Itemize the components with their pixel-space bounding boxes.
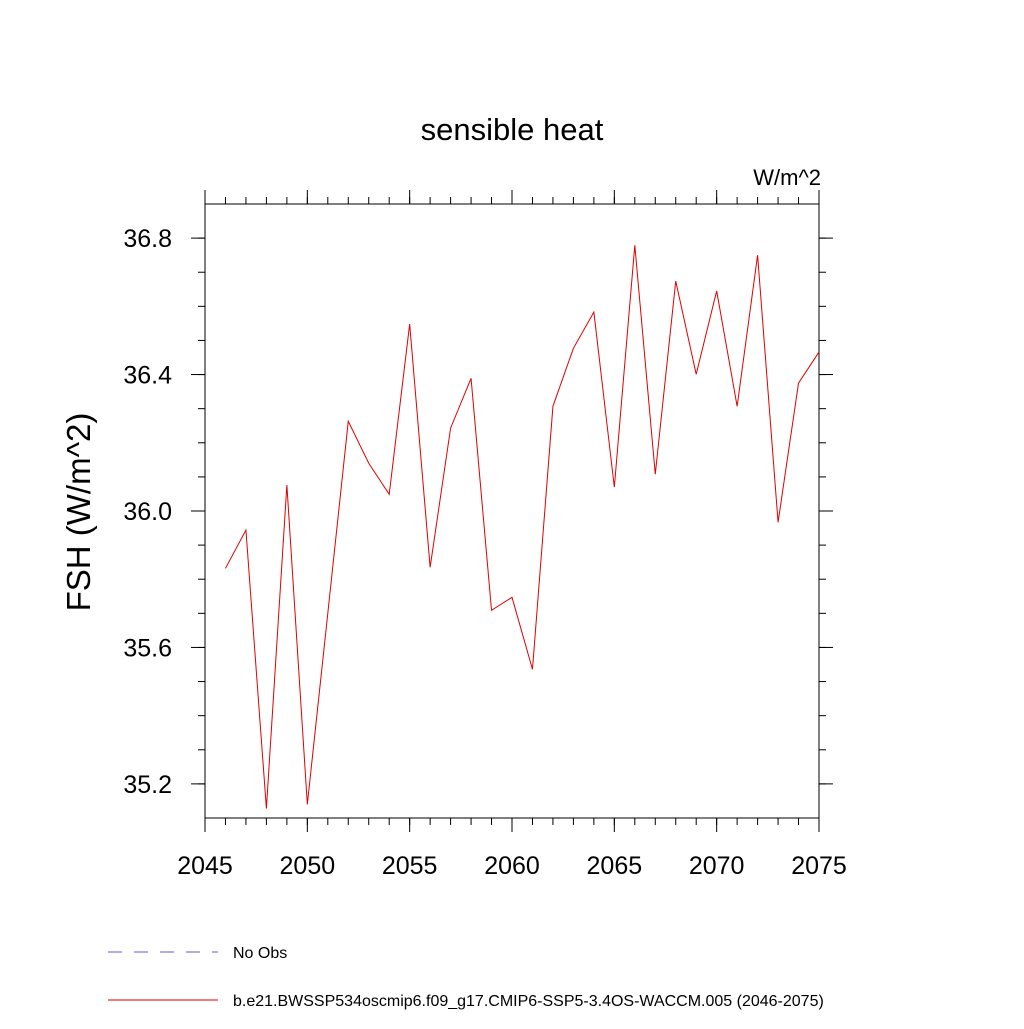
chart-title: sensible heat bbox=[421, 112, 604, 147]
y-tick-label: 35.2 bbox=[123, 771, 172, 799]
x-tick-label: 2065 bbox=[587, 852, 643, 880]
plot-frame bbox=[204, 203, 820, 819]
x-tick-label: 2045 bbox=[177, 852, 233, 880]
legend-label: No Obs bbox=[233, 945, 287, 962]
legend-label: b.e21.BWSSP534oscmip6.f09_g17.CMIP6-SSP5… bbox=[233, 993, 824, 1010]
units-label: W/m^2 bbox=[753, 165, 821, 190]
y-tick-label: 35.6 bbox=[123, 634, 172, 662]
x-tick-label: 2055 bbox=[382, 852, 438, 880]
x-tick-label: 2050 bbox=[280, 852, 336, 880]
x-tick-label: 2060 bbox=[484, 852, 540, 880]
y-tick-label: 36.0 bbox=[123, 498, 172, 526]
x-tick-label: 2075 bbox=[791, 852, 847, 880]
y-tick-label: 36.8 bbox=[123, 225, 172, 253]
y-tick-label: 36.4 bbox=[123, 362, 172, 390]
x-tick-label: 2070 bbox=[689, 852, 745, 880]
y-axis-label: FSH (W/m^2) bbox=[60, 413, 97, 612]
data-line bbox=[225, 245, 820, 809]
